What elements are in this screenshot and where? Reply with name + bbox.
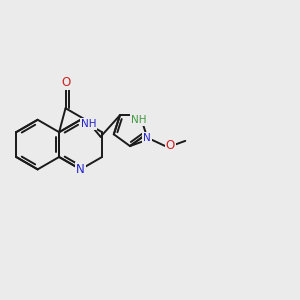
Text: N: N xyxy=(143,133,151,143)
Text: NH: NH xyxy=(131,115,146,125)
Text: O: O xyxy=(166,139,175,152)
Text: O: O xyxy=(61,76,70,89)
Text: NH: NH xyxy=(81,119,96,129)
Text: N: N xyxy=(76,163,85,176)
